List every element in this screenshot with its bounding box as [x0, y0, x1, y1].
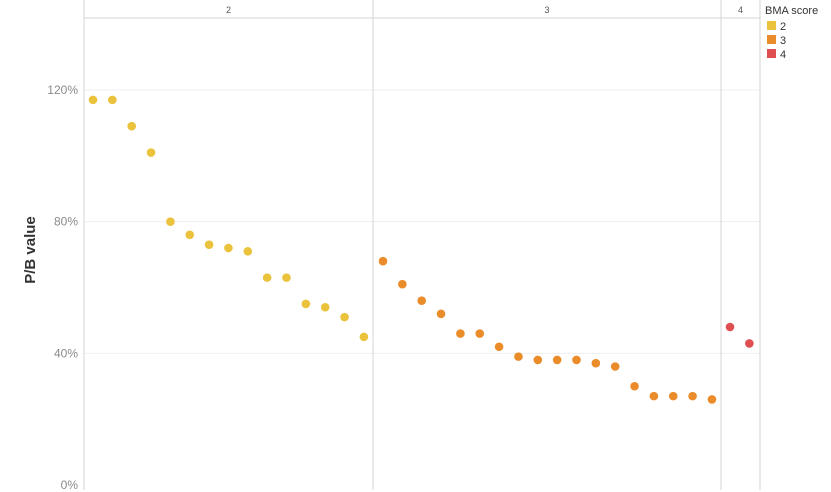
data-point-bma-3: [514, 352, 523, 361]
legend-swatch-4: [767, 49, 776, 58]
data-point-bma-3: [494, 342, 504, 352]
legend: BMA score 2 3 4: [765, 5, 818, 61]
y-tick-label: 40%: [54, 346, 78, 360]
data-point-bma-3: [668, 391, 678, 401]
data-point-bma-3: [417, 296, 427, 305]
data-point-bma-3: [552, 355, 562, 365]
legend-swatch-3: [767, 35, 776, 44]
data-point-bma-3: [591, 358, 601, 368]
y-tick-label: 0%: [61, 478, 79, 492]
y-tick-label: 120%: [47, 83, 78, 97]
data-point-bma-2: [204, 240, 214, 250]
panel-header-3: 3: [544, 5, 549, 15]
data-point-bma-2: [88, 95, 98, 105]
data-point-bma-2: [166, 217, 175, 226]
legend-label-3: 3: [780, 35, 786, 47]
data-point-bma-3: [649, 391, 659, 401]
panel-header-4: 4: [738, 5, 743, 15]
data-point-bma-2: [224, 243, 233, 253]
data-point-bma-2: [340, 312, 349, 322]
legend-swatch-2: [767, 21, 776, 30]
y-axis-ticks: 0% 40% 80% 120%: [47, 83, 78, 492]
data-points: [88, 95, 754, 404]
legend-label-4: 4: [780, 49, 786, 61]
gridlines: [84, 89, 760, 354]
data-point-bma-2: [146, 148, 156, 157]
data-point-bma-2: [262, 273, 272, 282]
data-point-bma-3: [630, 381, 639, 391]
y-axis-label: P/B value: [22, 216, 39, 284]
data-point-bma-3: [436, 309, 446, 319]
data-point-bma-2: [320, 302, 330, 312]
data-point-bma-2: [282, 273, 291, 282]
data-point-bma-2: [185, 230, 195, 240]
data-point-bma-2: [108, 95, 117, 105]
data-point-bma-2: [359, 332, 369, 342]
data-point-bma-4: [745, 339, 754, 348]
legend-title: BMA score: [765, 5, 818, 17]
data-point-bma-2: [127, 121, 136, 131]
data-point-bma-3: [533, 355, 543, 365]
data-point-bma-3: [572, 355, 581, 365]
data-point-bma-3: [456, 329, 465, 338]
data-point-bma-2: [301, 299, 311, 309]
data-point-bma-3: [398, 279, 407, 289]
panel-dividers: 2 3 4: [83, 0, 761, 490]
data-point-bma-3: [707, 395, 717, 404]
data-point-bma-4: [725, 322, 735, 332]
panel-header-2: 2: [226, 5, 231, 15]
data-point-bma-3: [475, 329, 485, 338]
y-tick-label: 80%: [54, 215, 78, 229]
data-point-bma-2: [243, 246, 253, 256]
data-point-bma-3: [610, 362, 620, 371]
data-point-bma-3: [378, 256, 388, 266]
data-point-bma-3: [688, 391, 697, 401]
legend-label-2: 2: [780, 21, 786, 33]
